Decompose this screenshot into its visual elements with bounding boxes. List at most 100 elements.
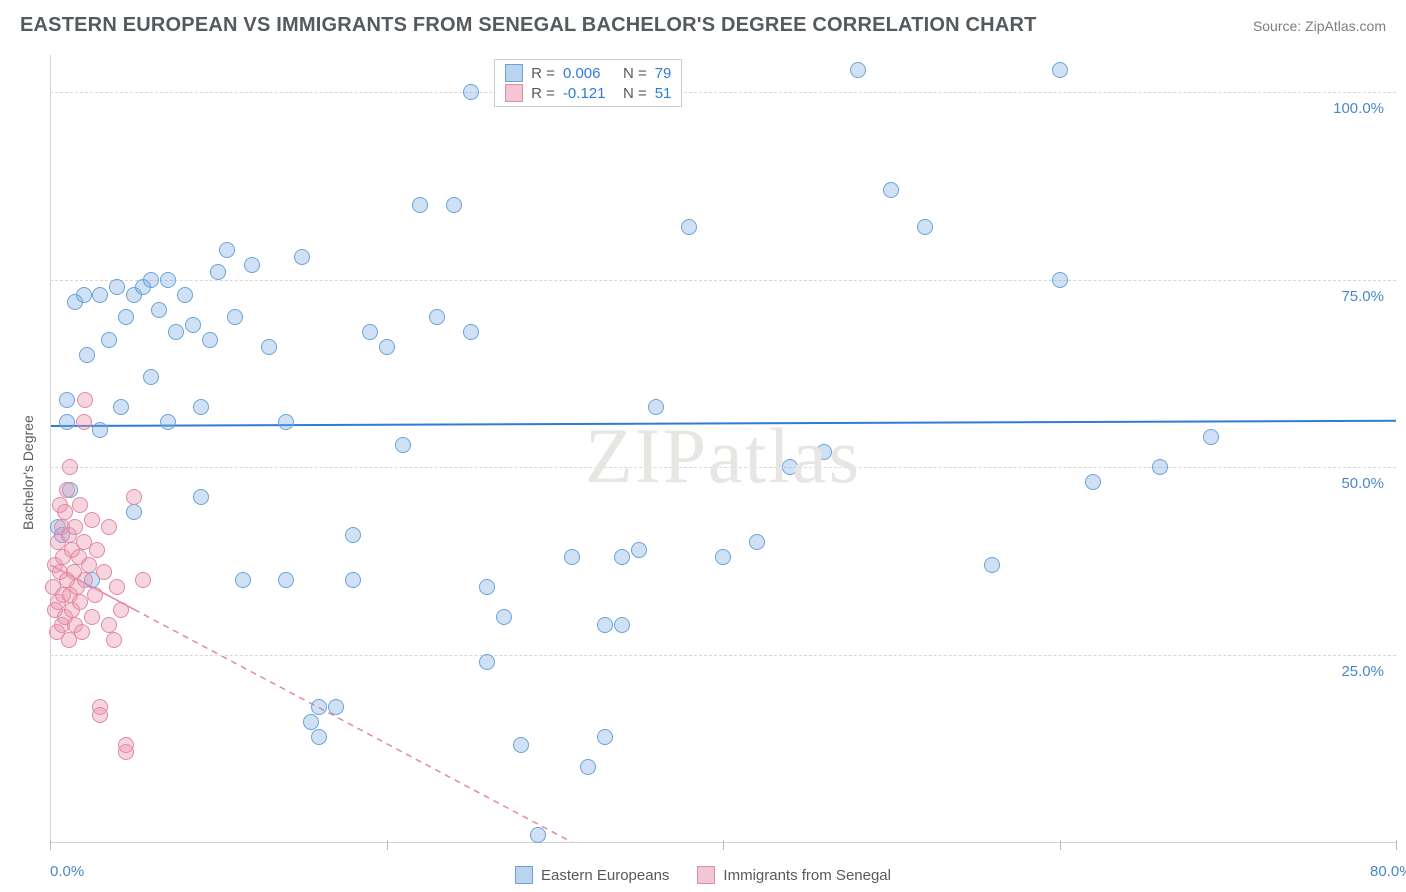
data-point	[513, 737, 529, 753]
x-tick-label: 0.0%	[50, 863, 84, 880]
data-point	[345, 572, 361, 588]
data-point	[160, 272, 176, 288]
data-point	[749, 534, 765, 550]
data-point	[151, 302, 167, 318]
data-point	[631, 542, 647, 558]
data-point	[109, 579, 125, 595]
data-point	[92, 422, 108, 438]
data-point	[597, 729, 613, 745]
data-point	[311, 699, 327, 715]
data-point	[227, 309, 243, 325]
data-point	[446, 197, 462, 213]
data-point	[101, 332, 117, 348]
data-point	[193, 399, 209, 415]
data-point	[597, 617, 613, 633]
x-tick	[387, 840, 388, 850]
data-point	[412, 197, 428, 213]
x-tick	[1060, 840, 1061, 850]
data-point	[1052, 272, 1068, 288]
legend-label: Eastern Europeans	[541, 867, 669, 884]
data-point	[72, 497, 88, 513]
data-point	[345, 527, 361, 543]
data-point	[126, 504, 142, 520]
n-value: 51	[655, 85, 672, 102]
data-point	[379, 339, 395, 355]
n-label: N =	[623, 85, 647, 102]
data-point	[278, 572, 294, 588]
data-point	[57, 504, 73, 520]
data-point	[530, 827, 546, 843]
data-point	[81, 557, 97, 573]
data-point	[168, 324, 184, 340]
data-point	[143, 369, 159, 385]
grid-line	[50, 92, 1396, 93]
source-label: Source: ZipAtlas.com	[1253, 18, 1386, 34]
data-point	[135, 572, 151, 588]
y-tick-label: 100.0%	[1333, 100, 1384, 117]
data-point	[92, 287, 108, 303]
data-point	[113, 602, 129, 618]
grid-line	[50, 280, 1396, 281]
data-point	[160, 414, 176, 430]
data-point	[311, 729, 327, 745]
data-point	[126, 489, 142, 505]
data-point	[84, 609, 100, 625]
data-point	[362, 324, 378, 340]
data-point	[96, 564, 112, 580]
x-tick	[50, 840, 51, 850]
legend-item: Eastern Europeans	[515, 866, 669, 884]
n-label: N =	[623, 65, 647, 82]
data-point	[463, 84, 479, 100]
data-point	[681, 219, 697, 235]
data-point	[92, 707, 108, 723]
data-point	[106, 632, 122, 648]
data-point	[62, 459, 78, 475]
data-point	[235, 572, 251, 588]
legend-stats: R =0.006N =79R =-0.121N =51	[494, 59, 682, 107]
legend-swatch	[515, 866, 533, 884]
x-tick-label: 80.0%	[1370, 863, 1406, 880]
data-point	[59, 482, 75, 498]
data-point	[883, 182, 899, 198]
data-point	[496, 609, 512, 625]
r-label: R =	[531, 85, 555, 102]
data-point	[109, 279, 125, 295]
data-point	[1203, 429, 1219, 445]
y-axis-label: Bachelor's Degree	[20, 415, 36, 530]
legend-label: Immigrants from Senegal	[723, 867, 891, 884]
data-point	[479, 579, 495, 595]
x-tick	[1396, 840, 1397, 850]
n-value: 79	[655, 65, 672, 82]
data-point	[67, 519, 83, 535]
data-point	[715, 549, 731, 565]
data-point	[76, 414, 92, 430]
data-point	[244, 257, 260, 273]
x-tick	[723, 840, 724, 850]
data-point	[580, 759, 596, 775]
data-point	[77, 392, 93, 408]
data-point	[72, 594, 88, 610]
data-point	[614, 549, 630, 565]
chart-title: EASTERN EUROPEAN VS IMMIGRANTS FROM SENE…	[20, 14, 1037, 37]
data-point	[101, 519, 117, 535]
data-point	[185, 317, 201, 333]
data-point	[118, 309, 134, 325]
data-point	[917, 219, 933, 235]
watermark: ZIPatlas	[585, 411, 861, 501]
data-point	[294, 249, 310, 265]
legend-swatch	[505, 64, 523, 82]
data-point	[84, 512, 100, 528]
data-point	[261, 339, 277, 355]
legend-item: Immigrants from Senegal	[697, 866, 891, 884]
data-point	[479, 654, 495, 670]
legend-swatch	[505, 84, 523, 102]
data-point	[1085, 474, 1101, 490]
y-tick-label: 50.0%	[1341, 475, 1384, 492]
data-point	[87, 587, 103, 603]
data-point	[193, 489, 209, 505]
r-value: 0.006	[563, 65, 615, 82]
data-point	[202, 332, 218, 348]
data-point	[303, 714, 319, 730]
legend-swatch	[697, 866, 715, 884]
data-point	[850, 62, 866, 78]
